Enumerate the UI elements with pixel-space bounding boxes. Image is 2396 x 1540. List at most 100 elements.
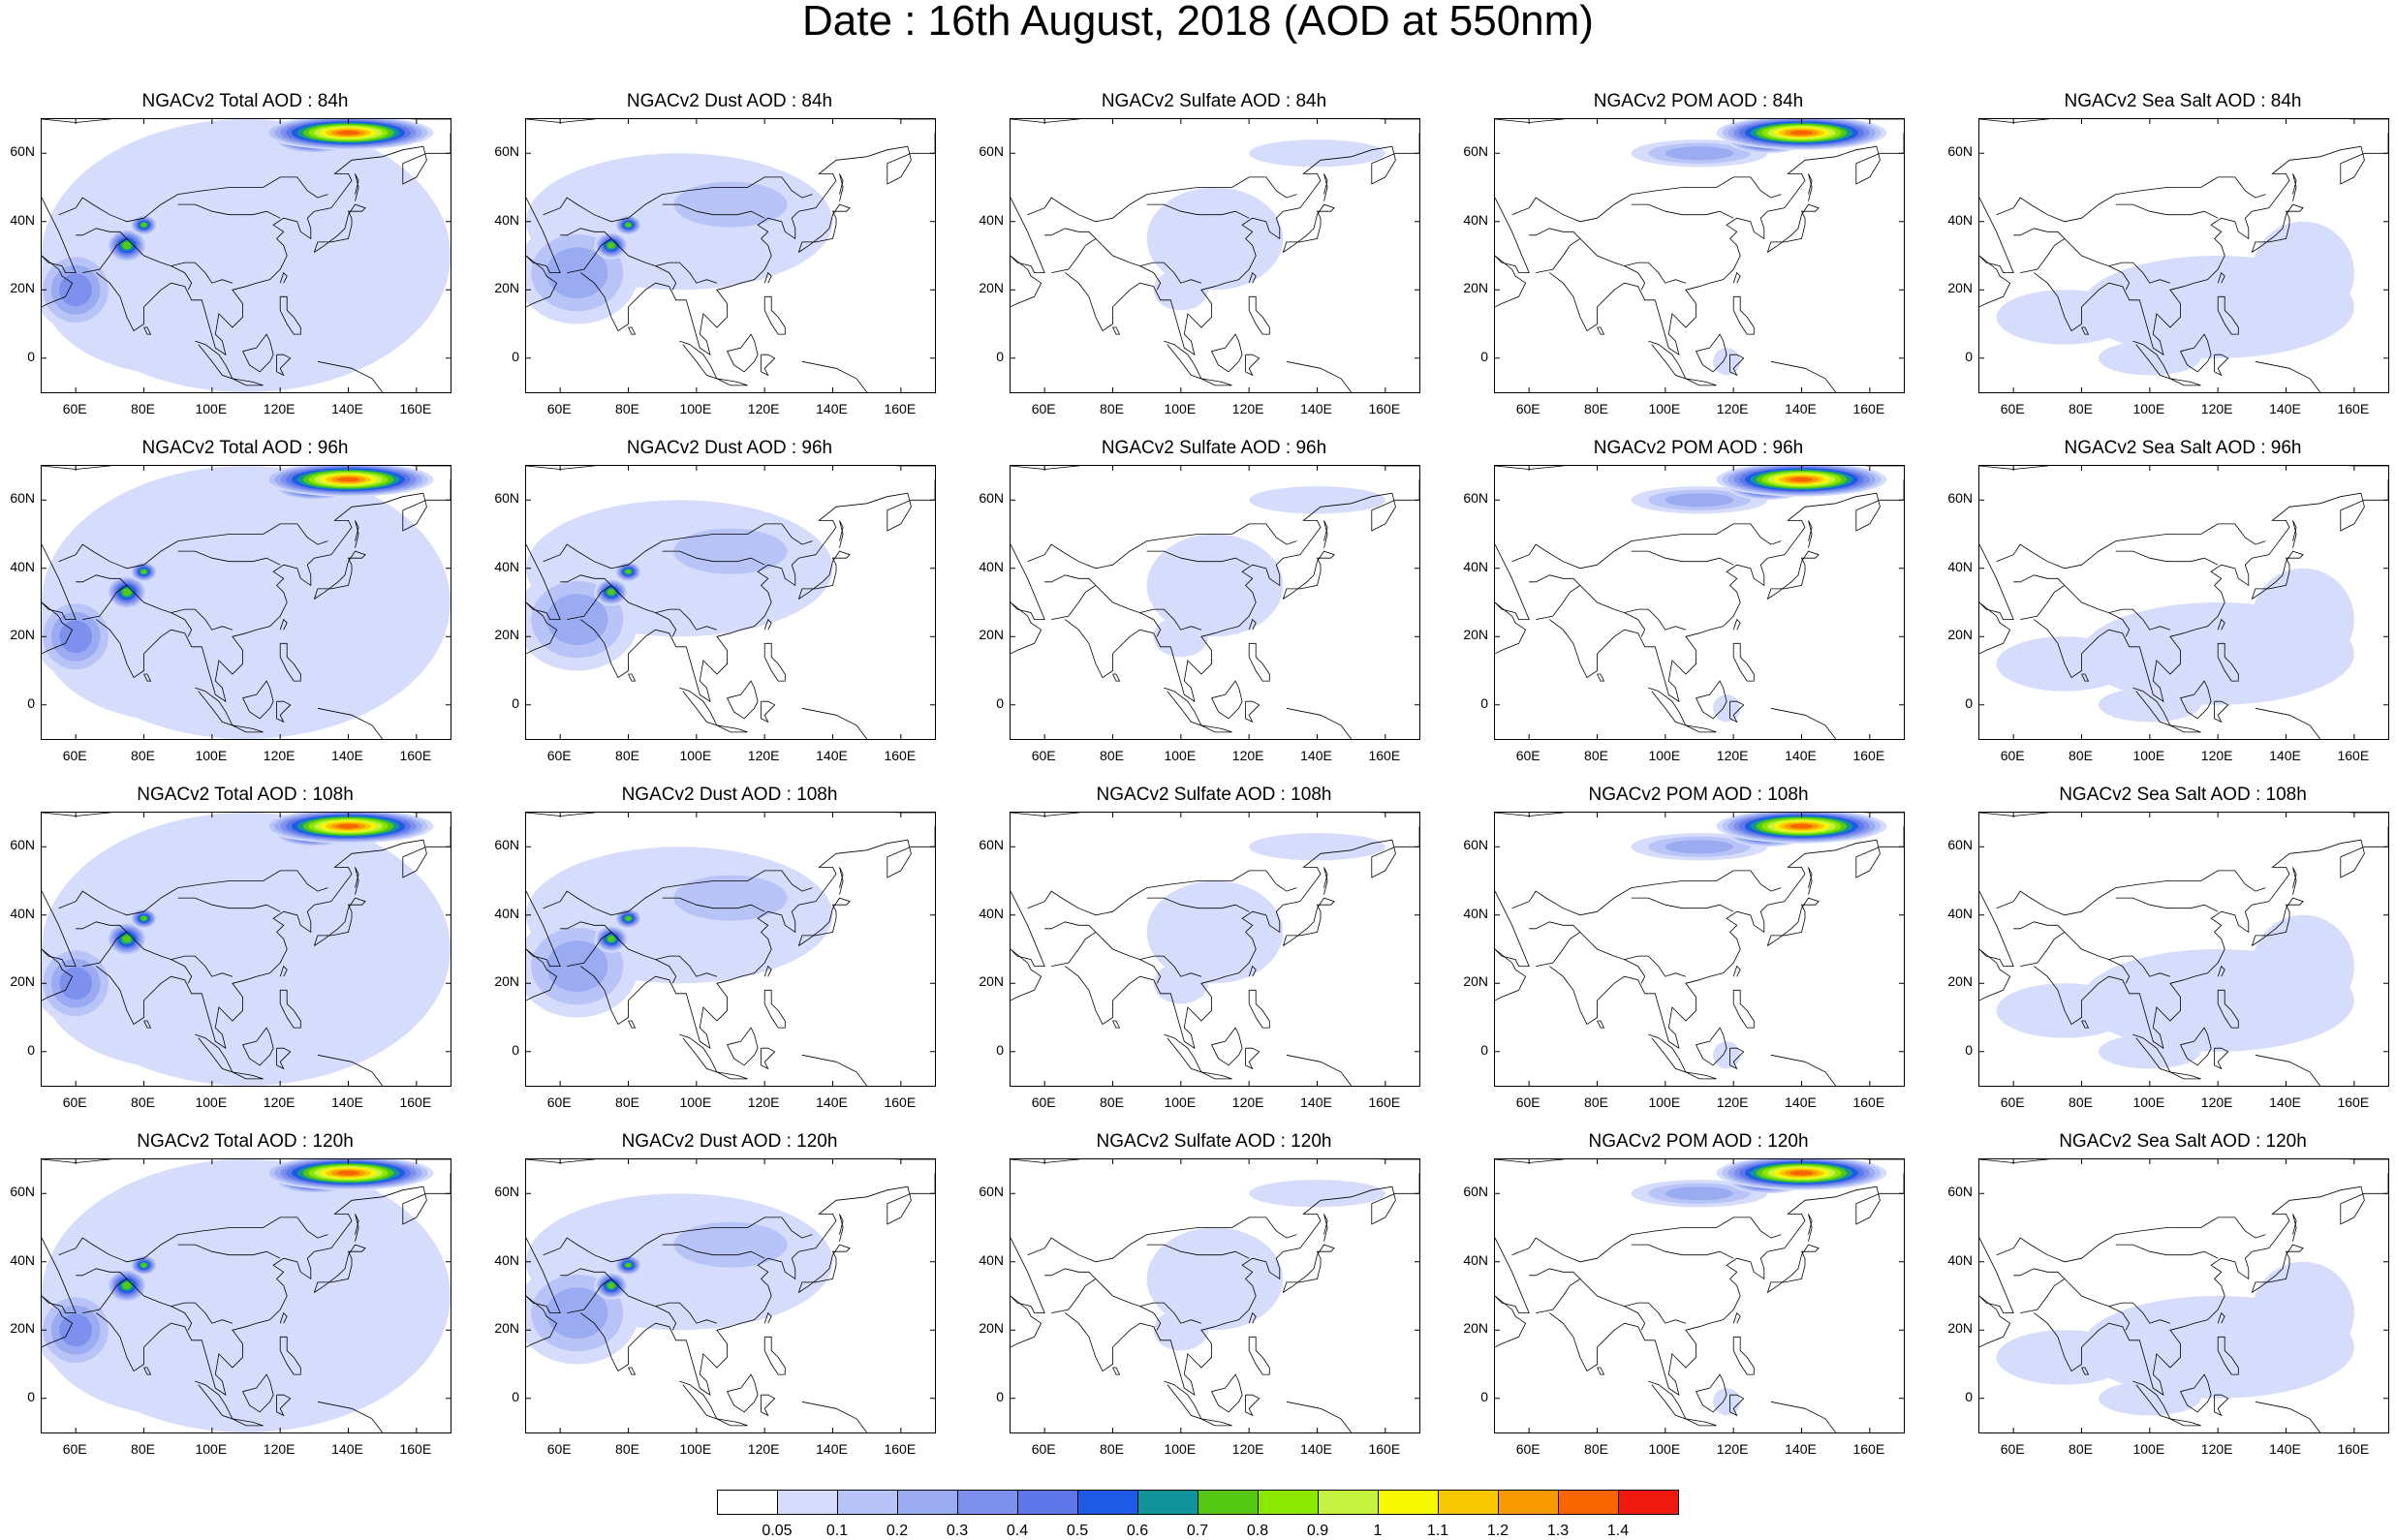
coastline: [716, 1071, 748, 1080]
coastline: [232, 724, 264, 733]
lat-tick-label: 60N: [1947, 1184, 1973, 1200]
coastline: [2064, 1278, 2171, 1324]
coastline: [2255, 707, 2321, 739]
coastline: [1011, 1159, 1419, 1163]
coastline: [1112, 1367, 1121, 1375]
lon-tick-label: 60E: [1515, 748, 1540, 763]
map-frame: [41, 1158, 451, 1433]
coastline: [2292, 520, 2297, 548]
lon-tick-label: 160E: [399, 1441, 432, 1457]
lon-tick-label: 60E: [1031, 748, 1056, 763]
coastline: [1996, 523, 2266, 570]
lat-tick-label: 20N: [1463, 1320, 1488, 1337]
coastline: [526, 948, 558, 1001]
coastline: [1685, 378, 1717, 386]
coastline: [543, 523, 813, 570]
lon-tick-label: 60E: [546, 1094, 572, 1110]
lon-tick-label: 160E: [1852, 1441, 1885, 1457]
coastline: [1011, 601, 1042, 655]
lat-tick-label: 60N: [1463, 837, 1488, 853]
lon-tick-label: 100E: [1164, 1094, 1197, 1110]
lat-tick-label: 40N: [10, 558, 35, 574]
coastline: [1027, 523, 1297, 570]
coastline: [2217, 618, 2225, 631]
map-frame: [525, 118, 936, 393]
aod-shading: [1789, 823, 1814, 829]
coastline: [126, 238, 233, 284]
lon-tick-label: 140E: [2269, 1441, 2301, 1457]
aod-shading: [122, 935, 132, 943]
coastline: [177, 1244, 281, 1259]
lon-tick-label: 60E: [62, 748, 87, 763]
lon-tick-label: 80E: [1584, 748, 1608, 763]
lat-tick-label: 20N: [10, 627, 35, 643]
coastline: [1732, 1311, 1741, 1324]
coastline: [1808, 867, 1813, 895]
coastline: [761, 354, 776, 377]
aod-shading: [625, 1262, 632, 1268]
map-frame: [41, 465, 451, 740]
coastline: [839, 1214, 844, 1242]
coastline: [1139, 1306, 1162, 1331]
lon-tick-label: 100E: [2132, 1441, 2165, 1457]
lon-tick-label: 120E: [2200, 748, 2233, 763]
coastline: [2108, 265, 2131, 291]
coastline: [1200, 724, 1232, 733]
coastline: [1696, 680, 1727, 720]
coastline: [1631, 897, 1734, 912]
aod-shading: [1146, 534, 1284, 637]
coastline: [1248, 618, 1257, 631]
lon-tick-label: 120E: [263, 401, 296, 416]
lon-tick-label: 80E: [615, 401, 639, 416]
map-canvas: [1979, 813, 2388, 1086]
coastline: [1248, 642, 1270, 682]
lat-tick-label: 60N: [1463, 1184, 1488, 1200]
map-panel: NGACv2 Total AOD : 108h 0 20N 40N 60N 60E 80E 1…: [10, 785, 451, 1110]
coastline: [1282, 550, 1335, 600]
lat-tick-label: 40N: [1463, 905, 1488, 921]
coastline: [1579, 1278, 1687, 1324]
map-panel: NGACv2 POM AOD : 96h 0 20N 40N 60N 60E 80E 100E…: [1463, 438, 1905, 763]
coastline: [1112, 673, 1121, 682]
lat-tick-label: 60N: [10, 1184, 35, 1200]
coastline: [1529, 574, 1581, 620]
coastline: [58, 523, 328, 570]
aod-shading: [546, 594, 608, 646]
lat-tick-label: 20N: [494, 1320, 519, 1337]
map-panel: NGACv2 Sea Salt AOD : 120h 0 20N 40N 60N 60E 8…: [1947, 1131, 2389, 1457]
coastline: [2169, 1071, 2201, 1080]
coastline: [76, 228, 128, 273]
coastline: [1648, 1380, 1687, 1420]
coastline: [1770, 707, 1837, 739]
map-canvas: [42, 466, 451, 739]
map-frame: [525, 465, 936, 740]
lon-tick-label: 100E: [1164, 401, 1197, 416]
lat-tick-label: 20N: [979, 280, 1004, 296]
coastline: [1095, 932, 1202, 977]
coastline: [526, 466, 935, 470]
lon-tick-label: 80E: [2069, 748, 2093, 763]
coastline: [797, 203, 851, 253]
aod-shading: [2252, 914, 2354, 1018]
coastline: [2214, 354, 2229, 377]
lon-tick-label: 100E: [2132, 748, 2165, 763]
coastline: [761, 700, 776, 724]
coastline: [526, 1295, 558, 1348]
lat-tick-label: 0: [996, 348, 1004, 364]
coastline: [2217, 1311, 2225, 1324]
coastline: [1495, 813, 1904, 816]
lat-tick-label: 40N: [979, 558, 1004, 574]
coastline: [317, 1401, 384, 1432]
lat-tick-label: 40N: [10, 905, 35, 921]
coastline: [143, 1367, 152, 1375]
map-frame: [1494, 1158, 1905, 1433]
coastline: [276, 700, 292, 724]
lat-tick-label: 60N: [1947, 837, 1973, 853]
lat-tick-label: 40N: [494, 211, 519, 228]
coastline: [610, 932, 718, 977]
colorbar-swatch: [1318, 1490, 1379, 1515]
coastline: [1511, 176, 1782, 223]
coastline: [232, 1071, 264, 1080]
lon-tick-label: 140E: [816, 401, 848, 416]
coastline: [2180, 333, 2212, 373]
